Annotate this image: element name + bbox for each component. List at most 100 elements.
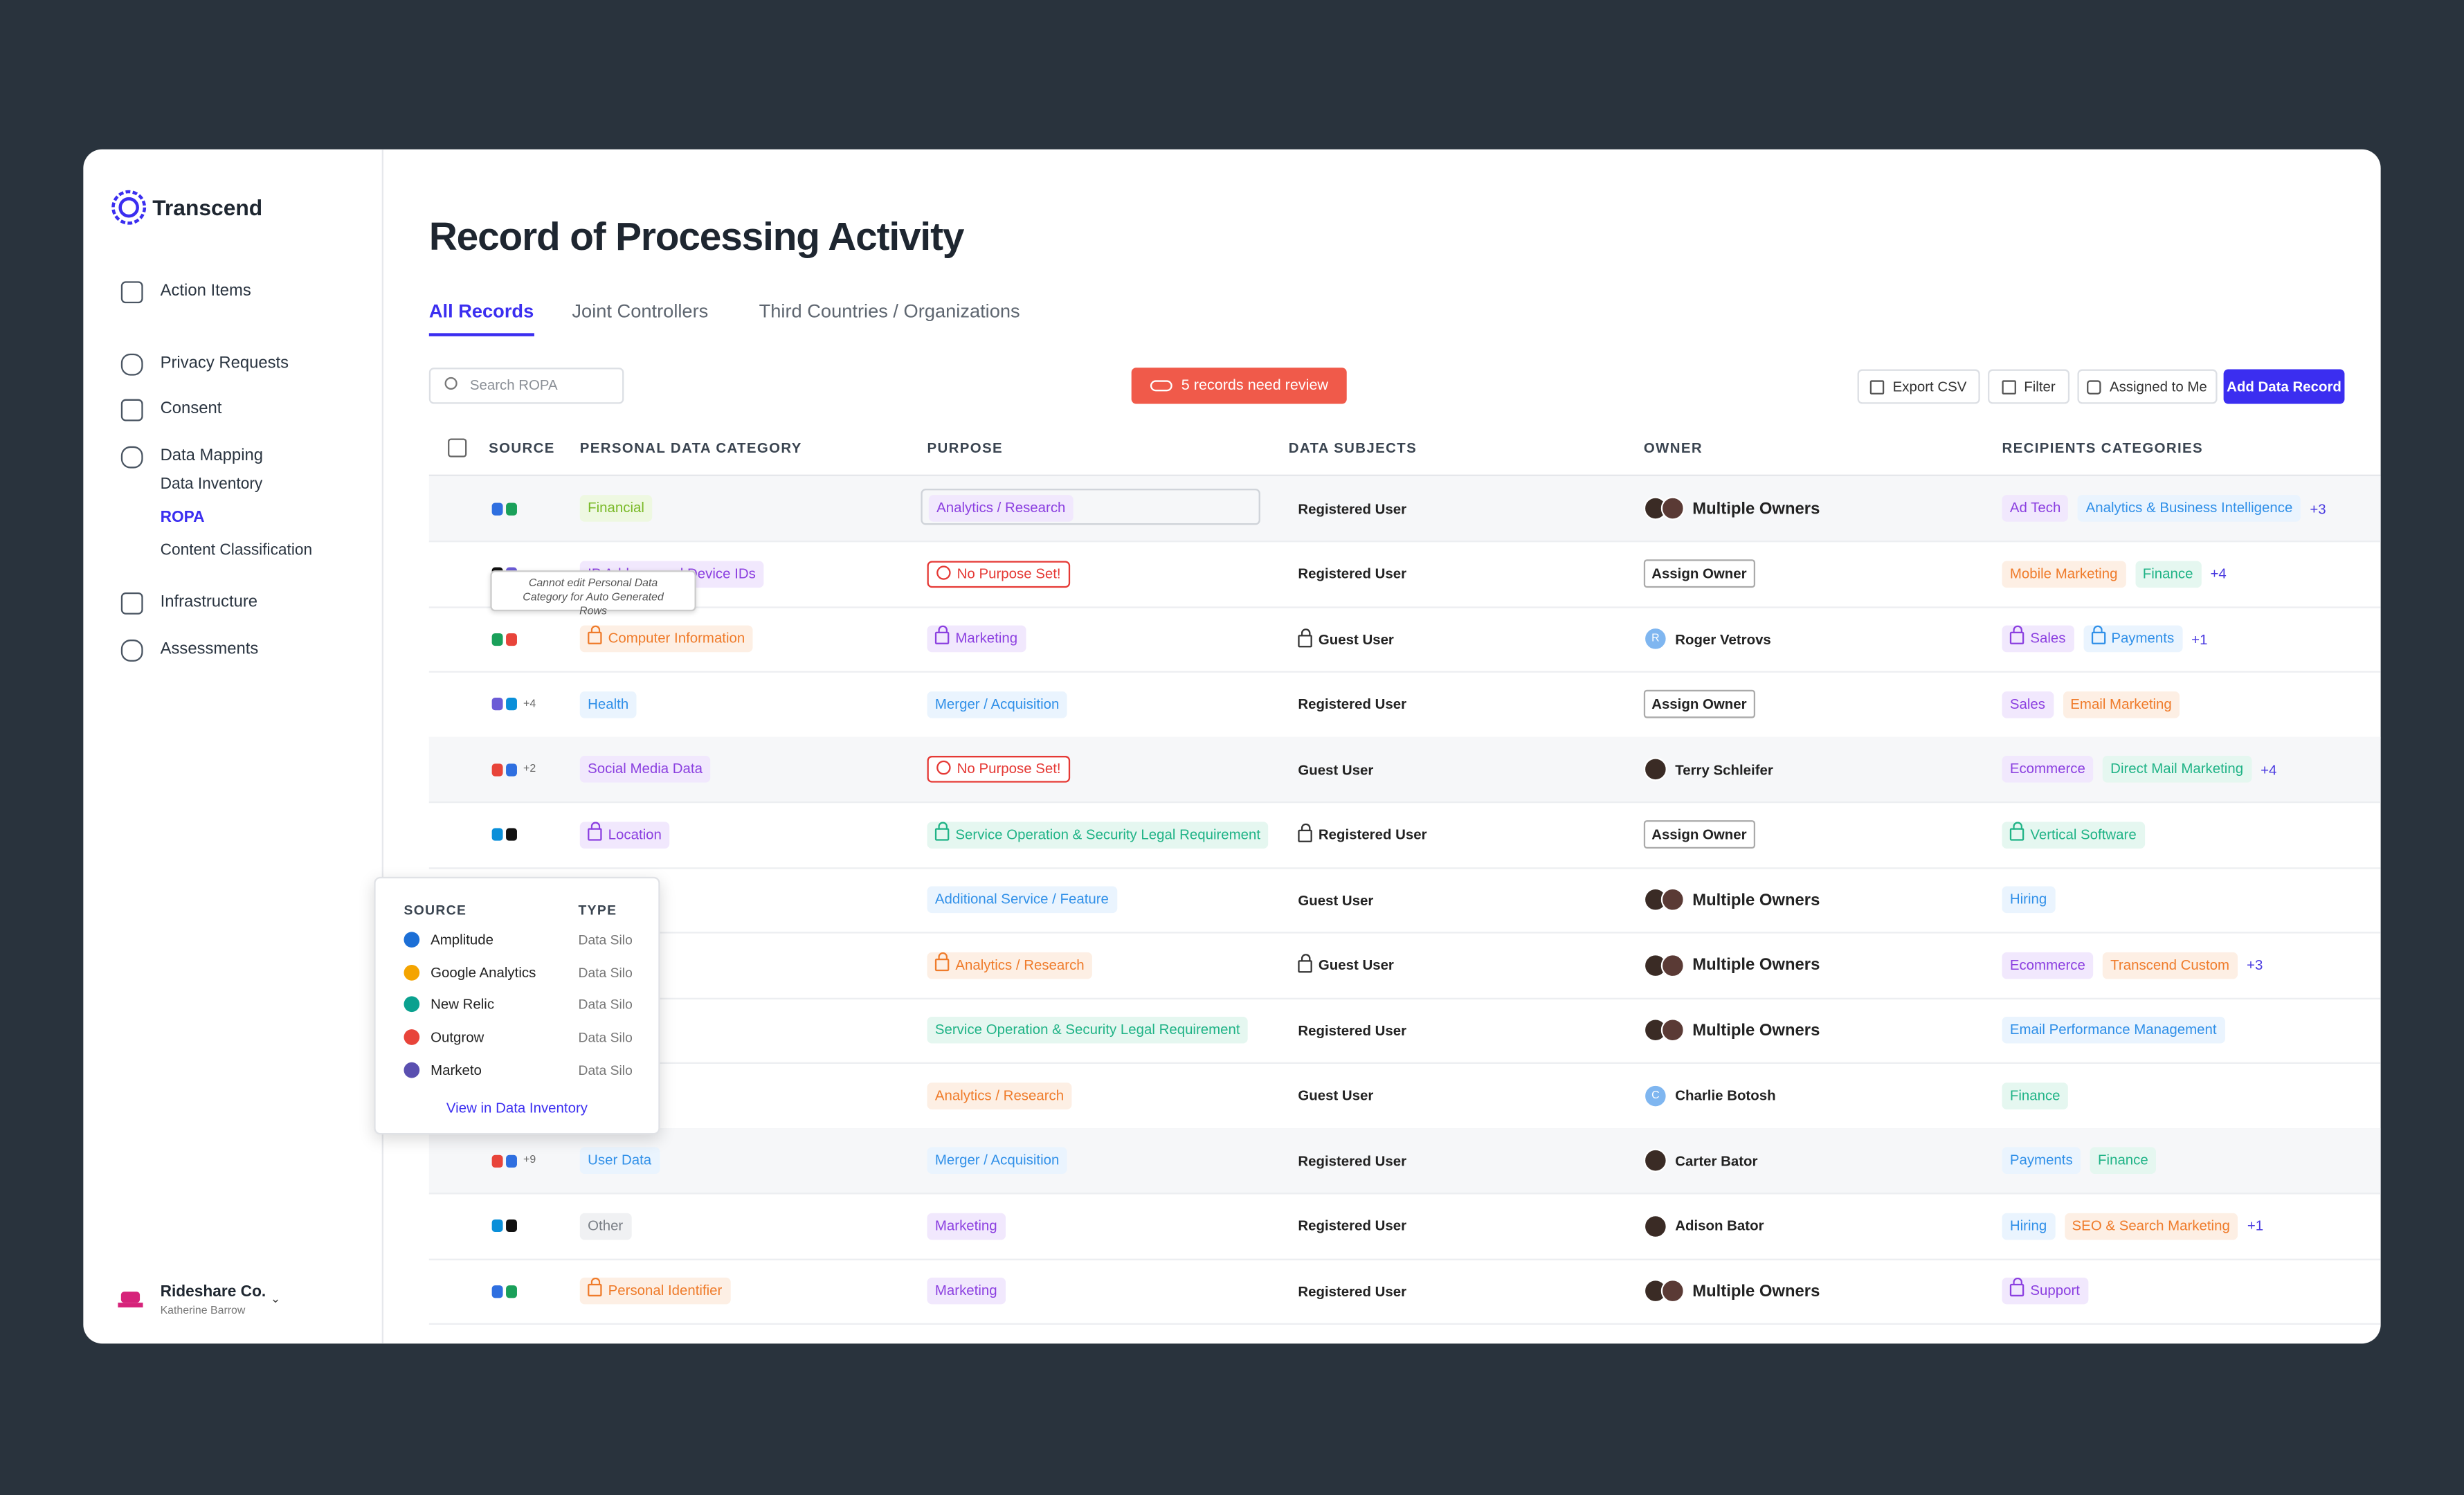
tag: Payments [2083,625,2182,653]
source-name[interactable]: Amplitude [431,932,493,948]
table-row[interactable]: Computer Information Marketing Guest User R… [428,606,2381,673]
more-count: +4 [2261,761,2277,777]
tab[interactable]: All Records [428,300,534,336]
source-name[interactable]: Google Analytics [431,964,536,981]
owner-name: Carter Bator [1675,1152,1758,1169]
cell: Registered User [1298,1193,1406,1258]
org-name[interactable]: Rideshare Co. [160,1283,266,1301]
table-row[interactable]: Personal Identifier Marketing Registered U… [428,1259,2381,1325]
nav-item[interactable]: Action Items [160,281,251,300]
tag: Merger / Acquisition [927,690,1067,718]
assign-owner-button[interactable]: Assign Owner [1643,559,1755,588]
tag-text: Merger / Acquisition [934,695,1060,712]
nav-item[interactable]: Data Mapping [160,446,264,466]
table-row[interactable]: +9 User Data Merger / Acquisition Registere… [428,1128,2381,1195]
tag: Hiring [2002,1212,2055,1240]
table-row[interactable]: +4 Health Merger / Acquisition Registered U… [428,672,2381,738]
tag: Finance [2135,560,2201,587]
assign-owner-button[interactable]: Assign Owner [1643,689,1755,718]
button-label: Add Data Record [2227,379,2341,395]
table-row[interactable]: Financial Analytics / Research Registered … [428,475,2381,543]
subjects: Guest User [1298,761,1374,777]
toolbar-button[interactable]: Export CSV [1857,369,1980,404]
table-row[interactable]: +2 Social Media Data No Purpose Set! Guest … [428,736,2381,804]
subjects: Guest User [1298,1087,1374,1103]
cell: Marketing [927,606,1035,671]
toolbar-button[interactable]: Filter [1988,369,2070,404]
org-caret[interactable]: ⌄ [270,1292,281,1306]
nav-item[interactable]: Consent [160,399,222,418]
assign-owner-button[interactable]: Assign Owner [1643,820,1755,849]
tag-text: No Purpose Set! [957,565,1061,581]
table-row[interactable]: Additional Service / Feature Guest User Mu… [428,867,2381,934]
tab[interactable]: Joint Controllers [572,300,709,323]
source-type: Data Silo [578,997,633,1013]
cell: Registered User [1298,476,1406,541]
column-header: PERSONAL DATA CATEGORY [579,440,802,456]
source-icon [506,763,517,776]
owner-name: Multiple Owners [1692,498,1820,518]
toolbar-button[interactable]: Assigned to Me [2077,369,2218,404]
tag-text: Payments [2111,630,2175,646]
avatar [1643,1213,1667,1238]
nav-subitem[interactable]: Content Classification [160,542,313,560]
sidebar: Transcend Rideshare Co. Katherine Barrow… [83,149,383,1344]
search-box[interactable]: Search ROPA [428,368,624,404]
source-name[interactable]: New Relic [431,997,495,1013]
nav-item[interactable]: Privacy Requests [160,353,289,373]
toolbar-button[interactable]: Add Data Record [2223,369,2345,404]
table-row[interactable]: Location Service Operation & Security Leg… [428,802,2381,869]
tab[interactable]: Third Countries / Organizations [759,300,1020,323]
nav-item[interactable]: Assessments [160,640,259,659]
cell [491,1259,520,1323]
cell: Marketing [927,1193,1015,1258]
cell: Finance [2002,1063,2077,1127]
cell: +4 [491,672,536,736]
cell: Sales Email Marketing [2002,672,2189,736]
subjects: Registered User [1298,1283,1407,1299]
cell: Mobile Marketing Finance +4 [2002,541,2227,606]
tag: Sales [2002,690,2054,718]
button-icon [2002,379,2016,394]
cell: Financial [579,476,662,541]
avatar [1643,757,1667,781]
review-banner[interactable]: 5 records need review [1131,368,1347,404]
source-icon [491,1219,503,1232]
tag: Location [579,821,670,848]
nav-item[interactable]: Infrastructure [160,592,258,612]
table-row[interactable]: Other Marketing Registered User Adison Bato… [428,1193,2381,1260]
subjects: Guest User [1298,891,1374,908]
source-type: Data Silo [578,964,633,981]
tag: Payments [2002,1147,2081,1174]
brand: Transcend [152,194,263,220]
cell: Guest User [1298,737,1373,801]
nav-subitem[interactable]: Data Inventory [160,475,263,493]
selected-cell [921,489,1260,525]
source-more: +9 [523,1154,536,1166]
subjects: Registered User [1318,826,1427,842]
tag: Health [579,690,637,718]
lock-icon [2009,821,2024,840]
tag: Sales [2002,625,2074,653]
table-row[interactable]: Service Operation & Security Legal Requi… [428,998,2381,1064]
avatar [1660,496,1685,520]
tooltip: Cannot edit Personal Data Category for A… [490,570,696,617]
nav-subitem[interactable]: ROPA [160,509,205,527]
table-row[interactable]: Analytics / Research Guest User Multiple O… [428,932,2381,999]
header-checkbox[interactable] [448,438,467,457]
table-row[interactable]: Analytics / Research Guest User C Charlie B… [428,1063,2381,1130]
popover-link[interactable]: View in Data Inventory [446,1100,588,1116]
cell: Analytics / Research [927,1063,1082,1127]
tag-text: SEO & Search Marketing [2072,1217,2230,1233]
lock-icon [1298,954,1312,973]
source-name[interactable]: Marketo [431,1062,482,1078]
source-logo [404,964,420,981]
tag: Mobile Marketing [2002,560,2126,587]
source-name[interactable]: Outgrow [431,1029,484,1046]
avatar: R [1643,626,1667,651]
source-logo [404,1029,420,1046]
org-user: Katherine Barrow [160,1305,246,1317]
cell: Guest User [1298,867,1373,932]
tag-text: User Data [588,1152,652,1168]
